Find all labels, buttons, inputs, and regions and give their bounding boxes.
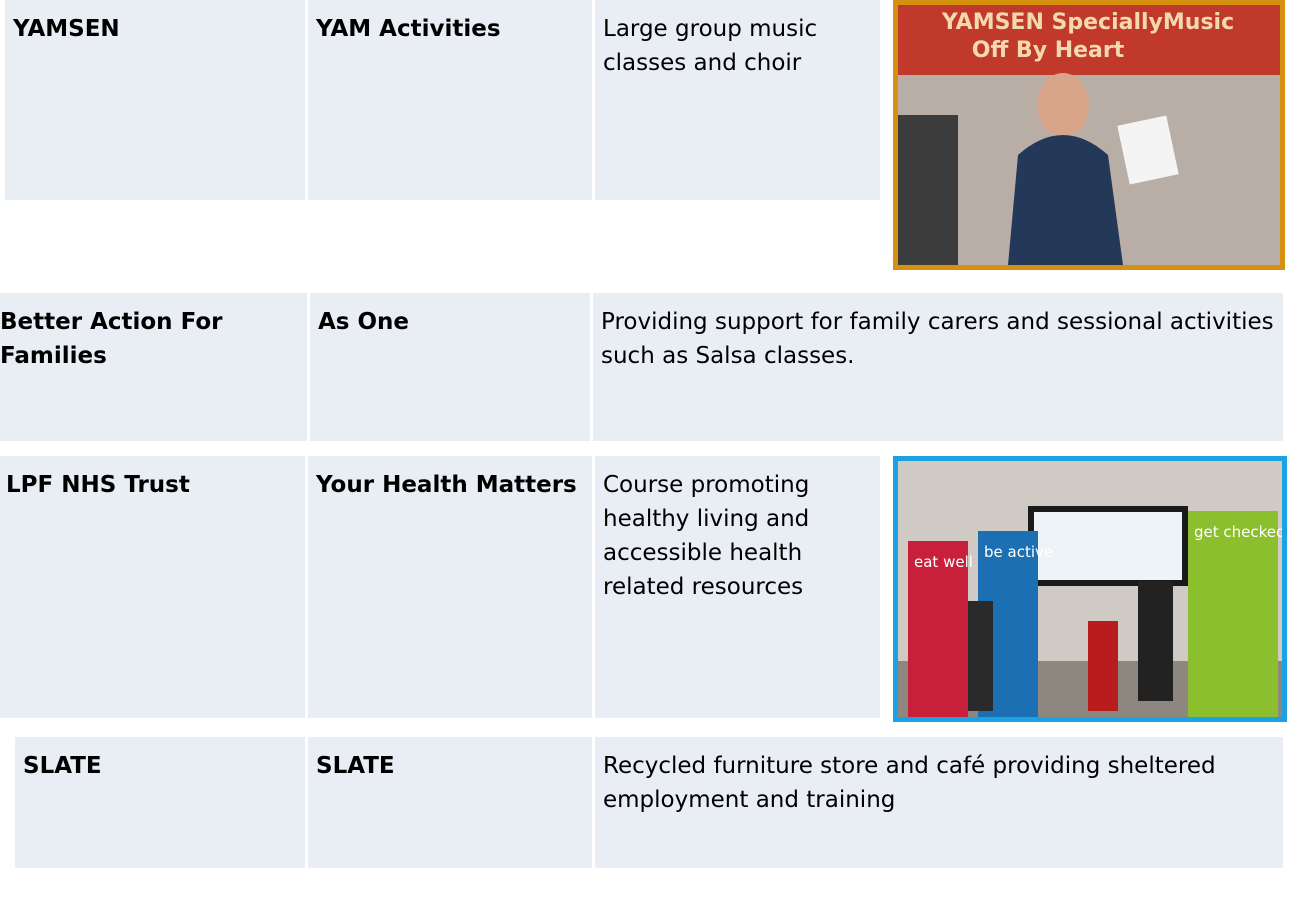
organisation: YAMSEN — [5, 0, 305, 200]
project: YAM Activities — [308, 0, 592, 200]
screen-display — [1034, 512, 1182, 580]
banner-text: eat well — [914, 553, 973, 571]
musician — [898, 115, 958, 265]
description: Recycled furniture store and café provid… — [595, 737, 1283, 868]
person — [1138, 581, 1173, 701]
project: Your Health Matters — [308, 456, 592, 718]
photo-illustration: eat well be active get checked out — [898, 461, 1282, 717]
banner-text: be active — [984, 543, 1053, 561]
description: Providing support for family carers and … — [593, 293, 1283, 441]
photo-illustration: YAMSEN SpeciallyMusic Off By Heart — [898, 5, 1280, 265]
photo: eat well be active get checked out — [893, 456, 1287, 722]
banner — [898, 5, 1280, 75]
paper — [1117, 115, 1179, 185]
organisation: LPF NHS Trust — [0, 456, 305, 718]
banner — [1188, 511, 1278, 717]
person — [1088, 621, 1118, 711]
organisation: SLATE — [15, 737, 305, 868]
project: SLATE — [308, 737, 592, 868]
organisation: Better Action For Families — [0, 293, 307, 441]
banner — [908, 541, 968, 717]
project: As One — [310, 293, 590, 441]
banner-text: YAMSEN SpeciallyMusic — [941, 10, 1234, 35]
person — [968, 601, 993, 711]
description: Large group music classes and choir — [595, 0, 880, 200]
face — [1037, 73, 1089, 137]
banner-text: Off By Heart — [972, 38, 1125, 63]
jacket — [1008, 135, 1123, 265]
description: Course promoting healthy living and acce… — [595, 456, 880, 718]
photo: YAMSEN SpeciallyMusic Off By Heart — [893, 0, 1285, 270]
banner-text: get checked out — [1194, 523, 1282, 541]
